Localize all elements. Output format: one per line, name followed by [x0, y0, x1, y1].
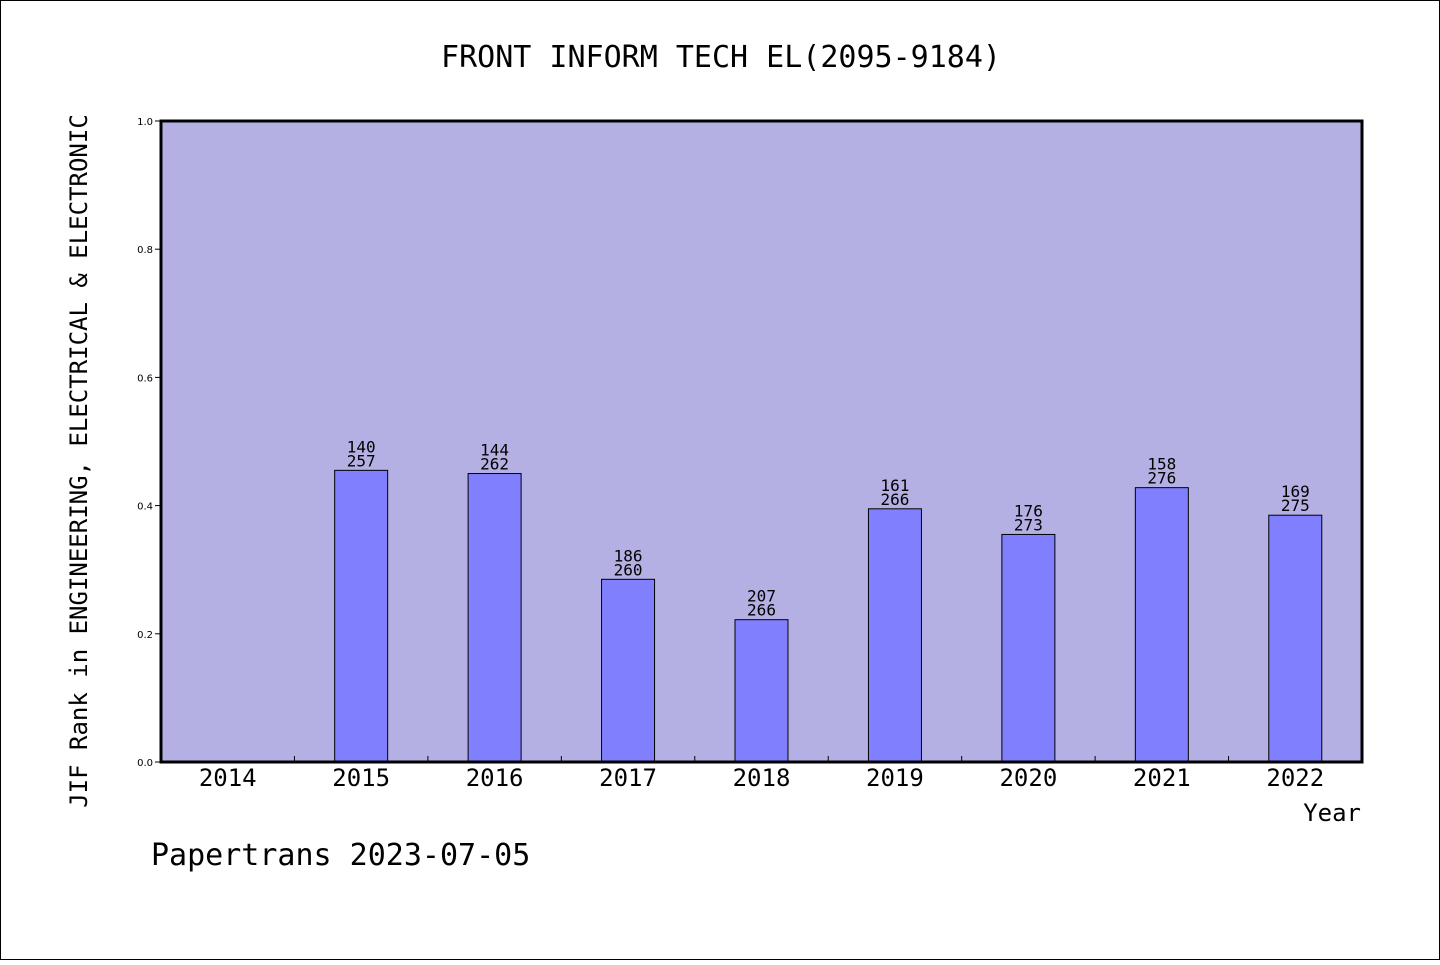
plot-border: [159, 119, 1364, 764]
x-tick-label: 2020: [999, 764, 1057, 792]
y-tick-label: 0.0: [137, 758, 153, 769]
bars-group: [334, 469, 1323, 763]
bar-rank-label: 176: [1014, 501, 1043, 520]
bar-total-label: 275: [1281, 496, 1310, 515]
x-tick-label: 2014: [199, 764, 257, 792]
bar-2018: [734, 619, 789, 763]
bar-labels-group: 1402571442621862602072661612661762731582…: [347, 437, 1310, 619]
bar-2019: [867, 508, 922, 763]
bar-total-label: 260: [614, 560, 643, 579]
x-tick-label: 2022: [1266, 764, 1324, 792]
bar-2021: [1134, 487, 1189, 763]
bar-total-label: 266: [747, 601, 776, 620]
bar-total-label: 262: [480, 455, 509, 474]
bar-rank-label: 140: [347, 437, 376, 456]
bar-2015: [334, 469, 389, 763]
y-tick-label: 0.6: [137, 373, 153, 384]
bar-rank-label: 207: [747, 587, 776, 606]
bar-total-label: 273: [1014, 515, 1043, 534]
bar-rank-label: 161: [880, 476, 909, 495]
x-tick-label: 2016: [466, 764, 524, 792]
x-axis-label: Year: [1303, 799, 1361, 827]
x-tick-label: 2018: [733, 764, 791, 792]
bar-total-label: 276: [1147, 469, 1176, 488]
axis-ticks: 0.0 0.2 0.4 0.6 0.8 1.0 2014 2015 2016 2017 2018 20…: [137, 117, 1324, 792]
x-tick-label: 2021: [1133, 764, 1191, 792]
x-tick-label: 2015: [332, 764, 390, 792]
footer-credit: Papertrans 2023-07-05: [151, 838, 530, 873]
bar-2022: [1268, 514, 1323, 763]
bar-2017: [601, 578, 656, 763]
x-tick-label: 2019: [866, 764, 924, 792]
bar-2020: [1001, 533, 1056, 763]
bar-rank-label: 158: [1147, 455, 1176, 474]
bar-total-label: 266: [880, 490, 909, 509]
y-tick-label: 1.0: [137, 117, 153, 128]
bar-total-label: 257: [347, 451, 376, 470]
bar-rank-label: 186: [614, 546, 643, 565]
x-tick-label: 2017: [599, 764, 657, 792]
y-tick-label: 0.2: [137, 630, 153, 641]
bar-2016: [467, 473, 522, 763]
bar-rank-label: 144: [480, 441, 509, 460]
y-tick-label: 0.4: [137, 502, 153, 513]
y-axis-label: JIF Rank in ENGINEERING, ELECTRICAL & EL…: [65, 114, 93, 808]
chart-title: FRONT INFORM TECH EL(2095-9184): [441, 40, 1001, 75]
y-tick-label: 0.8: [137, 245, 153, 256]
bar-rank-label: 169: [1281, 482, 1310, 501]
